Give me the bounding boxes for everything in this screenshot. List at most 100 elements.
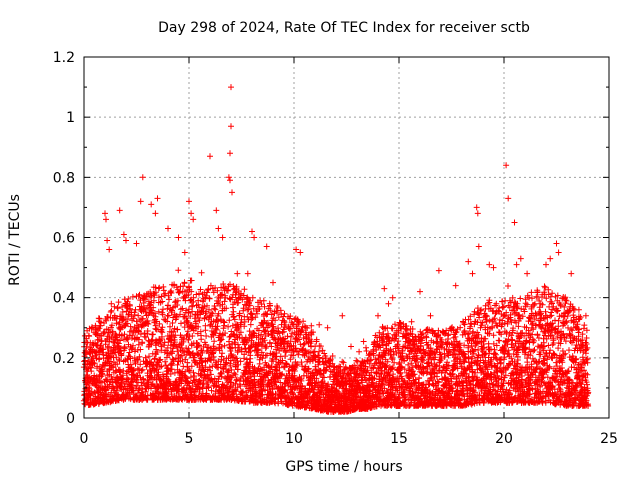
data-point <box>232 354 239 361</box>
data-point <box>258 301 265 308</box>
data-point <box>215 299 222 306</box>
data-point <box>152 313 159 320</box>
data-point <box>82 357 89 364</box>
data-point <box>287 356 294 363</box>
data-point <box>128 346 135 353</box>
data-point <box>240 305 247 312</box>
data-point <box>236 310 243 317</box>
data-point <box>232 371 239 378</box>
data-point <box>262 345 269 352</box>
data-point <box>261 328 268 335</box>
data-point <box>259 355 266 362</box>
data-point <box>197 355 204 362</box>
data-point <box>184 375 190 382</box>
data-point <box>256 360 263 367</box>
data-point <box>221 298 228 305</box>
data-point <box>379 324 386 331</box>
data-point <box>206 306 212 313</box>
data-point <box>316 348 322 355</box>
data-point <box>159 311 166 318</box>
data-point <box>136 291 143 298</box>
data-point <box>181 279 188 286</box>
data-point <box>104 345 111 351</box>
data-point <box>146 353 152 360</box>
data-point <box>99 366 106 373</box>
data-point <box>219 350 226 357</box>
data-point <box>258 331 265 338</box>
data-point <box>169 320 176 326</box>
data-point <box>218 343 225 350</box>
data-point <box>154 349 161 355</box>
data-point <box>107 309 114 315</box>
data-point <box>229 294 236 301</box>
data-point <box>267 307 274 314</box>
data-point <box>294 361 301 368</box>
data-point <box>127 323 134 330</box>
data-point <box>174 297 181 304</box>
data-point <box>164 344 171 351</box>
data-point <box>277 379 284 386</box>
data-point <box>195 323 202 330</box>
data-point <box>280 328 287 335</box>
data-point <box>297 331 304 338</box>
data-point <box>223 305 230 312</box>
data-point <box>155 285 162 292</box>
data-point <box>187 297 194 304</box>
data-point <box>296 319 302 326</box>
data-point <box>175 267 182 274</box>
data-point <box>172 332 179 339</box>
data-point <box>294 316 301 323</box>
data-point <box>177 306 184 313</box>
data-point <box>237 329 244 336</box>
data-point <box>196 317 203 324</box>
data-point <box>120 367 127 374</box>
data-point <box>264 352 270 359</box>
data-point <box>96 315 103 322</box>
data-point <box>273 378 279 385</box>
data-point <box>118 332 125 339</box>
data-point <box>161 342 168 349</box>
data-point <box>241 318 248 325</box>
data-point <box>191 373 198 379</box>
data-point <box>145 321 152 327</box>
data-point <box>174 302 181 308</box>
data-point <box>168 290 175 296</box>
data-point <box>152 289 159 296</box>
data-point <box>366 351 373 358</box>
data-point <box>95 326 102 333</box>
data-point <box>256 305 263 312</box>
data-point <box>208 371 214 378</box>
data-point <box>210 289 217 296</box>
data-point <box>135 341 142 348</box>
data-point <box>209 310 216 317</box>
data-point <box>204 302 210 309</box>
data-point <box>109 350 116 357</box>
data-point <box>227 362 234 369</box>
data-point <box>161 292 168 299</box>
data-point <box>135 312 142 319</box>
data-point <box>203 333 210 339</box>
data-point <box>117 337 124 344</box>
data-point <box>167 361 174 368</box>
data-point <box>218 336 225 343</box>
data-point <box>222 330 229 337</box>
data-point <box>215 376 222 383</box>
data-point <box>212 306 219 313</box>
data-point <box>130 342 136 349</box>
data-point <box>213 326 220 333</box>
data-point <box>199 349 206 356</box>
data-point <box>370 375 377 382</box>
data-point <box>144 328 151 334</box>
data-point <box>188 363 195 370</box>
data-point <box>103 377 110 384</box>
data-point <box>218 317 224 324</box>
data-point <box>261 337 268 344</box>
data-point <box>233 283 240 290</box>
data-point <box>205 384 212 391</box>
data-point <box>158 333 165 340</box>
data-point <box>129 293 136 300</box>
data-point <box>136 353 143 360</box>
data-point <box>255 351 262 358</box>
data-point <box>150 297 157 304</box>
data-point <box>246 302 253 309</box>
